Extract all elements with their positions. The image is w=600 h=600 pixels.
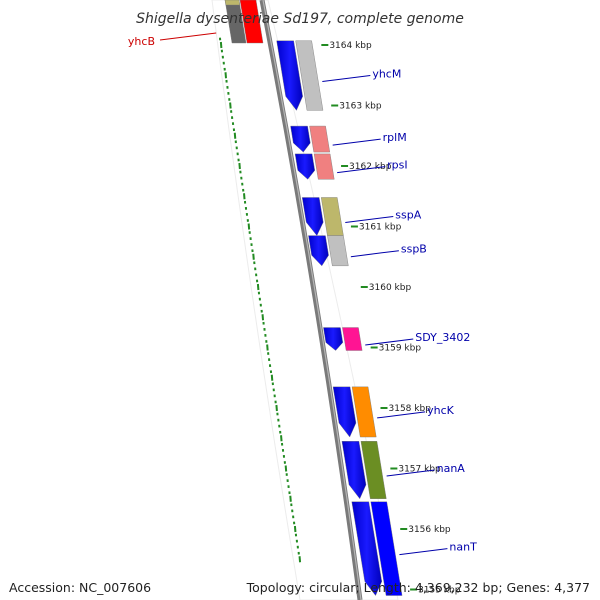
leader-line-rplm <box>332 138 381 146</box>
scale-label-3158: 3158 kbp <box>389 404 432 414</box>
leader-line-nant <box>399 548 448 556</box>
gene-label-sspb: sspB <box>401 243 427 256</box>
genome-backbone <box>259 0 363 600</box>
gene-block-yhck <box>351 386 377 438</box>
gene-label-yhcm: yhcM <box>372 68 401 81</box>
scale-label-3164: 3164 kbp <box>329 41 372 51</box>
accession-label: Accession: NC_007606 <box>9 580 152 595</box>
gene-block-yhcm <box>295 40 324 111</box>
orf-arrow-nant <box>351 501 382 596</box>
orf-arrow-nana <box>341 441 367 500</box>
scale-label-3161: 3161 kbp <box>359 223 402 233</box>
leader-line-yhck <box>377 411 426 419</box>
gene-label-yhck: yhcK <box>427 404 455 417</box>
scale-label-3163: 3163 kbp <box>339 102 382 112</box>
gene-label-sdy-3402: SDY_3402 <box>415 331 470 344</box>
orf-track <box>276 40 382 596</box>
gene-label-yhcb: yhcB <box>128 35 155 48</box>
gene-label-nant: nanT <box>449 541 477 554</box>
scale-label-3157: 3157 kbp <box>398 465 441 475</box>
genome-summary-label: Topology: circular; Length: 4,369,232 bp… <box>246 580 590 595</box>
gene-label-rpsi: rpsI <box>387 159 407 172</box>
orf-arrow-rpsi <box>294 153 315 180</box>
genome-backbone-highlight <box>262 0 362 600</box>
leader-line-sspb <box>350 250 399 258</box>
leader-line-yhcb <box>159 32 217 41</box>
gene-block-rplm <box>309 125 331 153</box>
gene-block-rpsi <box>313 153 335 180</box>
orf-block-yhcb <box>224 0 247 44</box>
gene-labels: yhcB yhcM rplM rpsI sspA sspB SDY_3402 yhcK nanA… <box>128 32 477 556</box>
leader-line-sspa <box>345 216 394 224</box>
gene-block-sdy-3402 <box>342 327 363 351</box>
gene-block-upstream <box>224 0 241 6</box>
orf-arrow-rplm <box>290 125 311 153</box>
scale-labels: 3164 kbp 3163 kbp 3162 kbp 3161 kbp 3160 kbp… <box>321 41 461 596</box>
orf-arrow-sspb <box>308 235 329 267</box>
leader-line-yhcm <box>322 75 371 83</box>
gene-label-sspa: sspA <box>395 209 421 222</box>
tick-track <box>218 37 302 563</box>
scale-label-3155: 3155 kbp <box>418 586 461 596</box>
gene-block-yhcb <box>239 0 264 44</box>
orf-arrow-sspa <box>301 197 324 236</box>
scale-label-3156: 3156 kbp <box>408 525 451 535</box>
leader-line-nana <box>386 469 435 477</box>
gene-label-rplm: rplM <box>383 131 407 144</box>
orf-arrow-yhck <box>332 386 357 438</box>
gene-block-sspb <box>327 235 349 267</box>
cds-track <box>224 0 403 596</box>
gene-label-nana: nanA <box>437 462 466 475</box>
gene-block-sspa <box>320 197 344 236</box>
scale-label-3160: 3160 kbp <box>369 283 412 293</box>
gene-block-nant <box>370 501 403 596</box>
gene-block-nana <box>360 441 387 499</box>
scale-label-3159: 3159 kbp <box>379 344 422 354</box>
leader-line-sdy-3402 <box>365 338 414 346</box>
orf-arrow-yhcm <box>276 40 303 111</box>
scale-label-3162: 3162 kbp <box>349 162 392 172</box>
map-title: Shigella dysenteriae Sd197, complete gen… <box>136 11 464 27</box>
leader-line-rpsi <box>337 166 386 174</box>
orf-arrow-sdy-3402 <box>323 327 344 351</box>
